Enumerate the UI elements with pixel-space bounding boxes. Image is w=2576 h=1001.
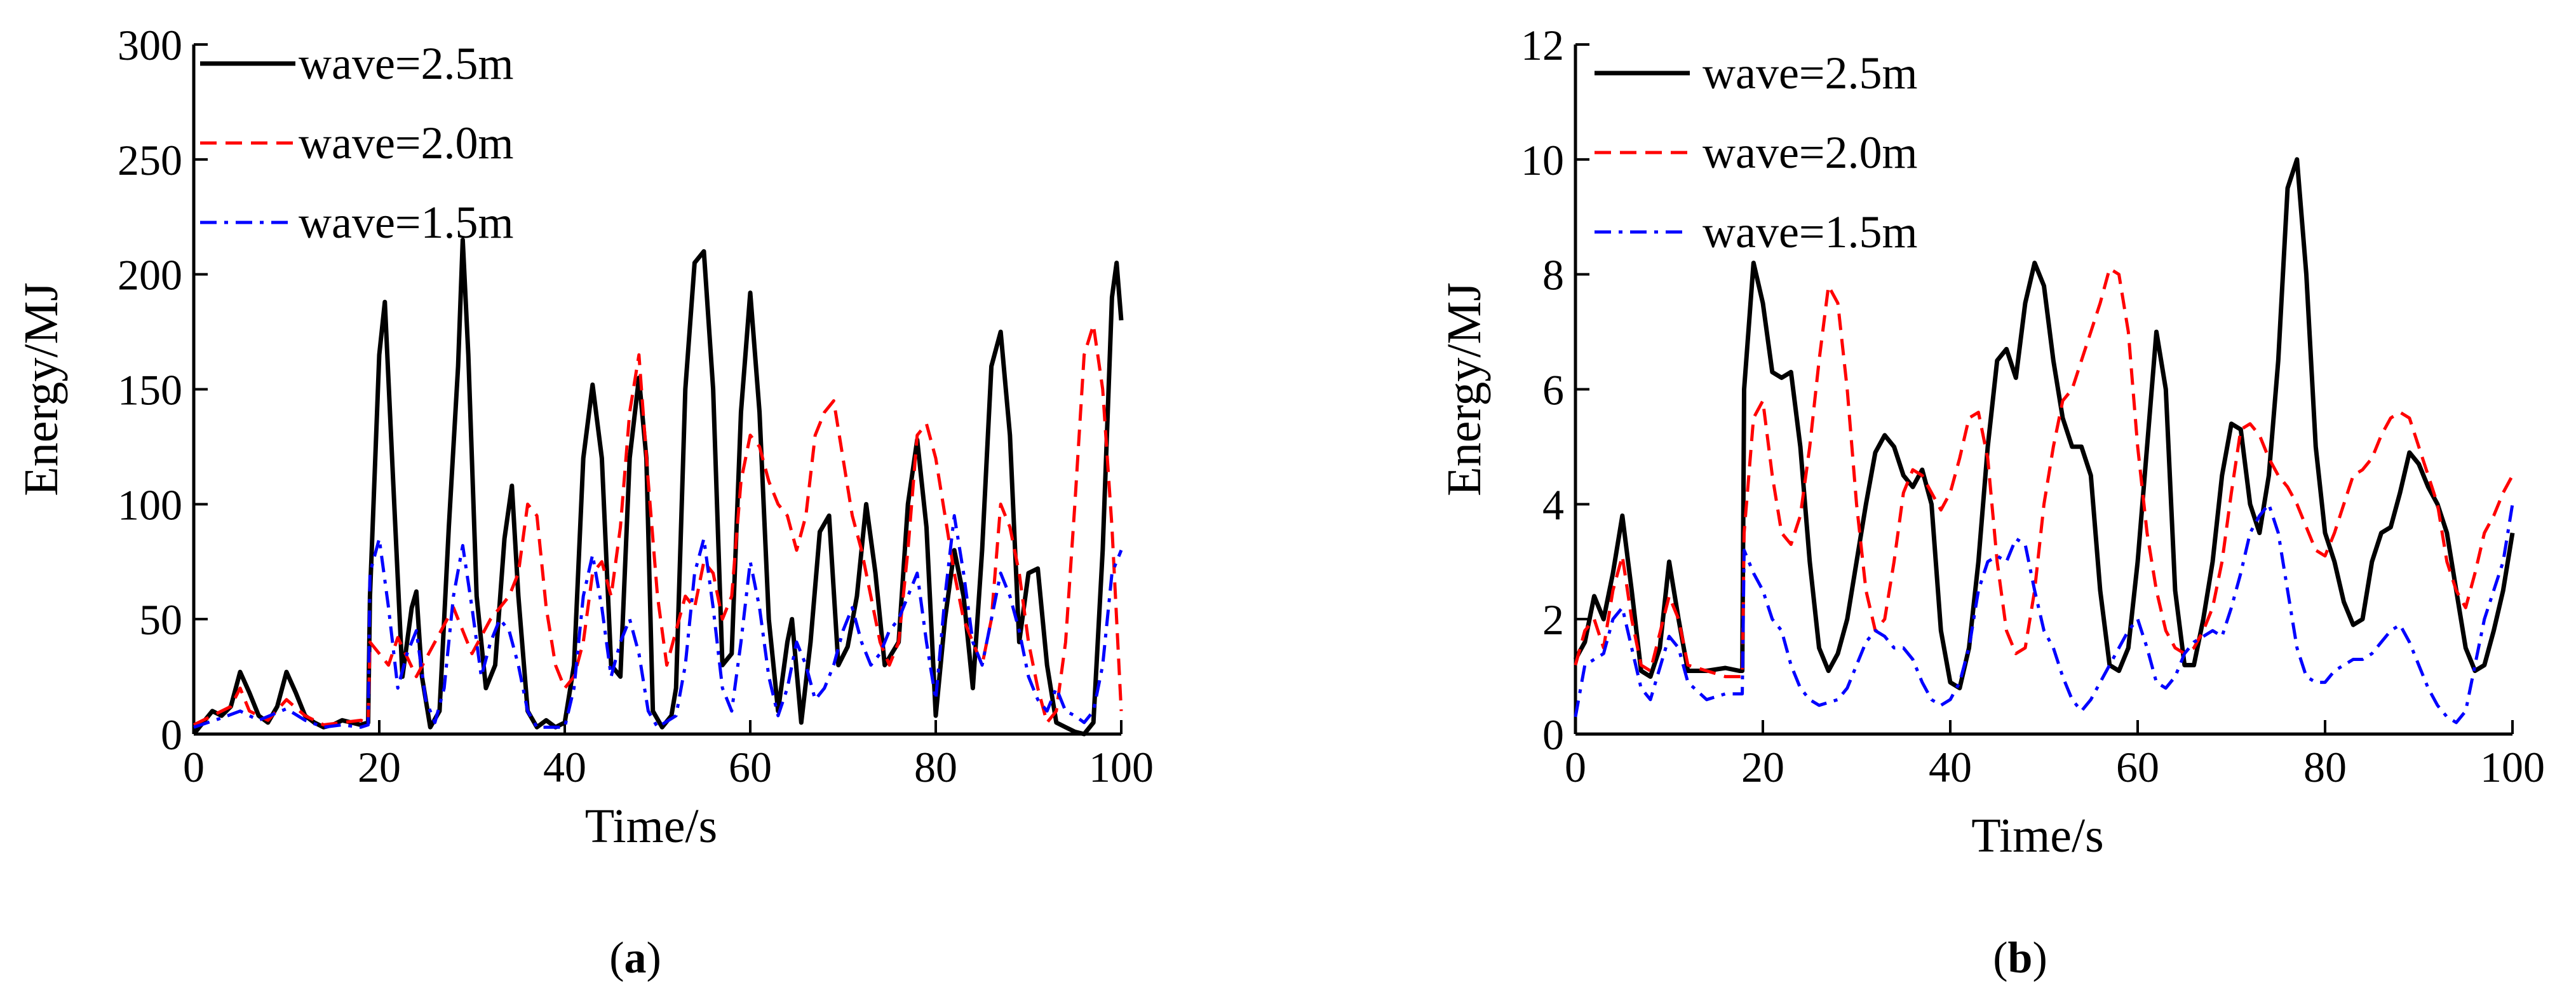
y-tick-label: 200 [118,251,182,299]
y-tick-label: 300 [118,21,182,69]
x-axis-label: Time/s [585,800,717,853]
panel-label: (b) [1993,934,2047,983]
legend-label: wave=2.5m [299,38,514,89]
y-tick-label: 12 [1521,21,1564,69]
x-tick-label: 80 [914,743,957,791]
legend-label: wave=1.5m [299,197,514,248]
x-tick-label: 40 [543,743,586,791]
y-tick-label: 10 [1521,136,1564,184]
legend-label: wave=2.0m [299,118,514,168]
x-tick-label: 20 [358,743,401,791]
legend-label: wave=2.5m [1703,48,1918,99]
y-tick-label: 0 [1542,711,1564,759]
x-tick-label: 40 [1929,743,1972,791]
chart-panel-b: 0 20 40 60 80 100024681012wave=2.5mwave=2.0mw… [1438,21,2545,983]
legend: wave=2.5m wave=2.0m wave=1.5m [200,38,514,248]
y-axis-label: Energy/MJ [1438,282,1491,496]
y-tick-label: 50 [139,596,182,644]
series-line-wave-1-5m [1574,502,2514,725]
y-axis-label: Energy/MJ [15,282,68,496]
legend: wave=2.5m wave=2.0m wave=1.5m [1595,48,1918,257]
x-tick-label: 100 [2480,743,2545,791]
y-tick-label: 4 [1542,480,1564,529]
y-tick-label: 150 [118,366,182,414]
x-tick-label: 20 [1741,743,1784,791]
series-line-wave-2-5m [192,237,1124,737]
y-tick-label: 250 [118,136,182,184]
y-tick-label: 2 [1542,596,1564,644]
x-tick-label: 0 [1565,743,1586,791]
x-tick-label: 100 [1089,743,1154,791]
x-axis-label: Time/s [1971,809,2103,862]
y-tick-label: 6 [1542,366,1564,414]
series-line-wave-1-5m [193,514,1123,729]
legend-label: wave=1.5m [1703,207,1918,257]
legend-label: wave=2.0m [1703,127,1918,178]
x-tick-label: 60 [729,743,772,791]
x-tick-label: 0 [183,743,205,791]
series-line-wave-2-0m [192,323,1123,726]
y-tick-label: 0 [161,711,182,759]
panel-label: (a) [609,934,661,983]
series-line-wave-2-0m [1574,267,2514,679]
x-tick-label: 60 [2116,743,2159,791]
y-tick-label: 8 [1542,251,1564,299]
x-tick-label: 80 [2303,743,2347,791]
y-tick-label: 100 [118,480,182,529]
